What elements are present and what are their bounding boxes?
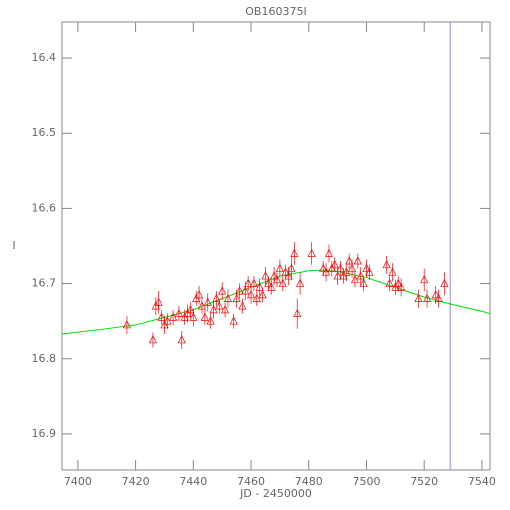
data-point [434, 293, 443, 302]
plot-frame [61, 21, 491, 471]
data-point [420, 275, 429, 284]
data-point [330, 260, 339, 269]
x-tick-label: 7520 [410, 475, 438, 488]
data-point [122, 320, 132, 329]
data-point [281, 267, 290, 276]
data-point [195, 290, 204, 299]
data-point [296, 278, 305, 287]
data-point [220, 305, 230, 314]
data-point [163, 316, 172, 325]
data-point [394, 278, 403, 287]
data-point [246, 290, 256, 299]
data-point [287, 263, 296, 272]
data-point [385, 278, 394, 287]
y-tick-label: 16.4 [32, 51, 57, 64]
data-point [353, 256, 362, 265]
data-point [423, 293, 432, 302]
data-point [397, 282, 406, 291]
data-point [319, 263, 328, 272]
data-point [345, 256, 354, 265]
data-point [333, 271, 342, 280]
data-point [215, 301, 224, 310]
data-point [290, 248, 299, 257]
data-point [157, 312, 166, 321]
data-point [270, 271, 279, 280]
data-point [267, 282, 276, 291]
x-tick-label: 7420 [122, 475, 150, 488]
data-point [261, 271, 270, 280]
data-point [347, 263, 357, 272]
x-tick-label: 7440 [179, 475, 207, 488]
data-point [275, 263, 284, 272]
data-point [414, 293, 423, 302]
data-point [223, 293, 233, 302]
data-point [322, 267, 331, 276]
data-point [244, 278, 253, 287]
data-point [272, 275, 282, 284]
x-tick-label: 7400 [64, 475, 92, 488]
data-point [255, 282, 264, 291]
data-point [324, 248, 334, 257]
x-axis-label: JD - 2450000 [239, 487, 312, 500]
data-point [218, 286, 227, 295]
x-tick-label: 7500 [352, 475, 380, 488]
model-curve [61, 269, 491, 335]
data-point [197, 301, 207, 310]
data-point [154, 297, 163, 306]
y-tick-label: 16.6 [32, 201, 57, 214]
data-point [440, 278, 449, 287]
data-point [342, 267, 351, 276]
data-point [148, 335, 157, 344]
data-point [307, 248, 316, 257]
y-tick-label: 16.7 [32, 277, 57, 290]
y-tick-label: 16.8 [32, 352, 57, 365]
data-point [359, 278, 368, 287]
data-point [235, 286, 244, 295]
data-point [229, 316, 238, 325]
data-point [264, 278, 273, 287]
data-point [241, 286, 250, 295]
x-tick-label: 7480 [295, 475, 323, 488]
data-point [278, 278, 287, 287]
data-point [336, 263, 345, 272]
chart-title: OB160375I [245, 5, 306, 18]
data-point [356, 271, 365, 280]
y-tick-label: 16.5 [32, 126, 57, 139]
data-point [238, 301, 247, 310]
data-point [189, 312, 198, 321]
data-point [431, 290, 440, 299]
data-point [382, 260, 391, 269]
data-point [362, 263, 371, 272]
data-point [365, 267, 374, 276]
data-point [203, 297, 212, 306]
data-point [209, 305, 218, 314]
data-point [212, 293, 221, 302]
data-point [200, 312, 209, 321]
y-tick-label: 16.9 [32, 427, 57, 440]
data-point [388, 267, 397, 276]
data-point [169, 312, 178, 321]
data-point [249, 278, 258, 287]
data-point [186, 305, 195, 314]
data-point [350, 275, 359, 284]
x-tick-label: 7540 [468, 475, 496, 488]
data-point [252, 293, 261, 302]
data-point [206, 316, 215, 325]
data-point [174, 308, 183, 318]
x-tick-label: 7460 [237, 475, 265, 488]
y-axis-label: I [12, 239, 15, 252]
data-point [258, 290, 267, 299]
data-point [284, 271, 293, 280]
data-point [293, 308, 302, 318]
data-point [177, 335, 186, 344]
data-point [232, 293, 241, 302]
